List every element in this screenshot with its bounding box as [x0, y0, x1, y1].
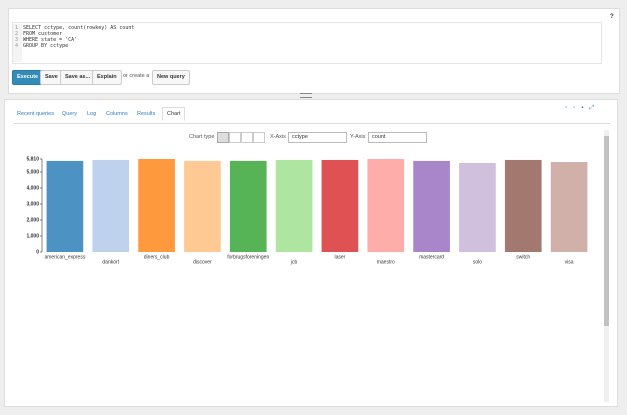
line-code: SELECT cctype, count(rowkey) AS count: [23, 25, 135, 31]
x-tick-label: discover: [193, 259, 212, 265]
x-tick-label: switch: [516, 254, 530, 260]
save-as-button[interactable]: Save as...: [60, 70, 96, 85]
results-panel: [4, 99, 618, 407]
bar: [459, 163, 496, 252]
line-number: 2: [15, 31, 19, 37]
code-lines: 1 SELECT cctype, count(rowkey) AS count 2 F…: [15, 25, 134, 49]
toolbar-icons[interactable]: ▫▫▪⤢: [565, 105, 601, 111]
code-line: 4 GROUP BY cctype: [15, 43, 134, 49]
bar: [229, 160, 267, 252]
y-tick-label: 0: [36, 249, 39, 255]
resize-handle[interactable]: [300, 93, 312, 98]
chart-type-label: Chart type: [189, 134, 215, 140]
line-code: FROM customer: [23, 31, 63, 37]
tab[interactable]: Results: [137, 111, 156, 117]
code-line: 3 WHERE state = 'CA': [15, 37, 134, 43]
explain-button[interactable]: Explain: [92, 70, 122, 85]
x-tick-label: visa: [565, 259, 574, 265]
code-line: 2 FROM customer: [15, 31, 134, 37]
tab[interactable]: Columns: [106, 111, 128, 117]
bar: [550, 162, 588, 252]
chart-type-buttons[interactable]: [217, 132, 265, 143]
bar: [367, 159, 405, 252]
bar: [413, 160, 450, 252]
tab[interactable]: Chart: [162, 107, 186, 121]
line-code: GROUP BY cctype: [23, 43, 69, 49]
x-tick-label: american_express: [44, 254, 85, 260]
bar: [275, 159, 313, 252]
x-tick-label: maestro: [377, 259, 395, 265]
x-tick-label: laser: [334, 254, 345, 260]
bar: [504, 159, 542, 252]
bar: [46, 160, 84, 252]
line-code: WHERE state = 'CA': [23, 37, 78, 43]
x-tick-label: diners_club: [144, 254, 170, 260]
scroll-thumb[interactable]: [604, 136, 609, 326]
y-axis-label: Y-Axis: [350, 134, 366, 140]
code-line: 1 SELECT cctype, count(rowkey) AS count: [15, 25, 134, 31]
execute-button[interactable]: Execute: [12, 70, 44, 85]
tab[interactable]: Query: [62, 111, 77, 117]
bar: [184, 160, 221, 252]
x-tick-label: dankort: [102, 259, 119, 265]
line-number: 4: [15, 43, 19, 49]
line-number: 1: [15, 25, 19, 31]
bar: [138, 159, 175, 252]
editor[interactable]: 1 SELECT cctype, count(rowkey) AS count 2 F…: [12, 22, 602, 64]
help-icon[interactable]: ?: [610, 14, 614, 20]
new-query-button[interactable]: New query: [152, 70, 190, 85]
y-tick-label: 3,000: [26, 201, 39, 207]
x-tick-label: forbrugsforeningen: [227, 254, 269, 260]
tab[interactable]: Log: [87, 111, 97, 117]
bar: [321, 159, 359, 252]
bar: [92, 159, 130, 252]
x-axis-select[interactable]: cctype: [288, 132, 347, 143]
tab[interactable]: Recent queries: [17, 111, 54, 117]
x-tick-label: jcb: [290, 259, 298, 265]
x-tick-label: solo: [473, 259, 482, 265]
scrollbar[interactable]: [604, 130, 609, 402]
y-tick-label: 4,000: [26, 185, 39, 191]
x-axis-label: X-Axis: [270, 134, 286, 140]
or-create-text: or create a: [123, 73, 150, 79]
tab-line: [14, 123, 610, 124]
line-number: 3: [15, 37, 19, 43]
gutter: [13, 24, 22, 62]
x-tick-label: mastercard: [419, 254, 444, 260]
y-tick-label: 2,000: [26, 217, 39, 223]
y-tick-label: 5,000: [26, 169, 39, 175]
y-tick-label: 5,810: [26, 156, 39, 162]
y-axis-select[interactable]: count: [368, 132, 427, 143]
y-tick-label: 1,000: [26, 233, 39, 239]
